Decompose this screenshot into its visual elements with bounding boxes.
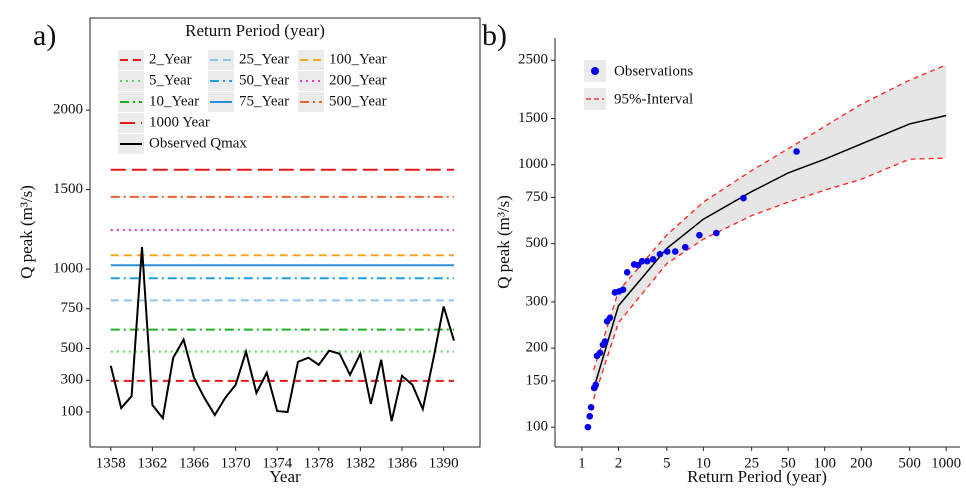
legend-key [118,71,144,91]
observation-point [596,349,604,357]
observation-point [656,250,664,258]
legend-label: 1000 Year [149,114,210,130]
observation-point [638,257,646,265]
legend-key [298,50,324,70]
observation-point [793,148,800,155]
observation-point [671,248,679,255]
x-tick-label: 50 [781,455,796,471]
x-tick-label: 200 [850,455,873,471]
x-tick-label: 1362 [137,455,167,471]
observation-point [740,194,747,202]
observation-point [619,286,627,293]
legend-label: 10_Year [149,93,199,109]
fit-line [592,114,947,389]
x-tick-label: 10 [696,455,711,471]
observation-point [663,248,671,255]
observation-point [713,229,720,237]
y-tick-label: 2000 [53,102,83,118]
y-tick-label: 500 [526,235,549,251]
observation-point [696,231,703,239]
x-tick-label: 1382 [345,455,375,471]
legend-key [208,71,234,91]
y-tick-label: 1500 [53,181,83,197]
panel-a-label: a) [33,19,56,52]
x-tick-label: 500 [898,455,921,471]
legend-label: 95%-Interval [614,91,693,107]
legend-label: Observed Qmax [149,135,247,151]
observation-point [601,338,609,345]
y-tick-label: 300 [61,372,84,388]
panel-a-frame [89,17,481,448]
observation-point [606,314,614,322]
y-tick-label: 1000 [53,260,83,276]
x-tick-label: 1366 [179,455,210,471]
legend-key [118,50,144,70]
observed-line [109,247,455,422]
observation-point [584,423,592,431]
x-tick-label: 5 [663,455,671,471]
legend-label: 100_Year [329,51,387,67]
x-tick-label: 1390 [429,455,459,471]
legend-label: 75_Year [239,93,289,109]
x-tick-label: 1 [578,455,586,471]
y-tick-label: 100 [61,403,84,419]
x-tick-label: 2 [615,455,623,471]
y-tick-label: 200 [526,340,549,356]
legend-label: Observations [614,63,693,79]
observation-point [586,412,594,420]
y-tick-label: 1500 [518,110,548,126]
y-tick-label: 750 [61,300,84,316]
x-tick-label: 1378 [304,455,334,471]
legend-key [298,92,324,112]
legend-label: 2_Year [149,51,192,67]
y-tick-label: 100 [526,419,549,435]
observation-point [592,381,600,389]
interval-band [593,64,947,399]
y-axis-title: Q peak (m³/s) [17,185,36,279]
x-tick-label: 25 [744,455,759,471]
x-axis-title: Return Period (year) [687,467,827,486]
legend-key [118,92,144,112]
legend-label: 200_Year [329,72,387,88]
x-tick-label: 1374 [262,455,293,471]
legend-key [298,71,324,91]
legend-label: 500_Year [329,93,387,109]
observation-point [587,404,595,411]
x-tick-label: 1386 [387,455,418,471]
x-axis-title: Year [269,467,301,486]
x-tick-label: 1000 [931,455,961,471]
observation-point [634,261,642,269]
y-tick-label: 750 [526,189,549,205]
panel-b-label: b) [482,19,507,52]
x-tick-label: 1370 [221,455,251,471]
y-tick-label: 150 [526,372,549,388]
legend-swatch [591,67,599,75]
legend-label: 5_Year [149,72,192,88]
y-axis-title: Q peak (m³/s) [494,195,513,289]
x-tick-label: 1358 [96,455,126,471]
y-tick-label: 1000 [518,156,548,172]
interval-bound [593,157,947,400]
observation-point [643,257,651,265]
x-tick-label: 100 [814,455,837,471]
legend-label: 50_Year [239,72,289,88]
observation-point [681,243,689,251]
y-tick-label: 300 [526,293,549,309]
legend-key [208,50,234,70]
y-tick-label: 500 [61,340,84,356]
legend-label: 25_Year [239,51,289,67]
observation-point [623,269,631,276]
observation-point [649,256,657,263]
y-tick-label: 2500 [518,52,548,68]
legend-title: Return Period (year) [185,21,325,40]
